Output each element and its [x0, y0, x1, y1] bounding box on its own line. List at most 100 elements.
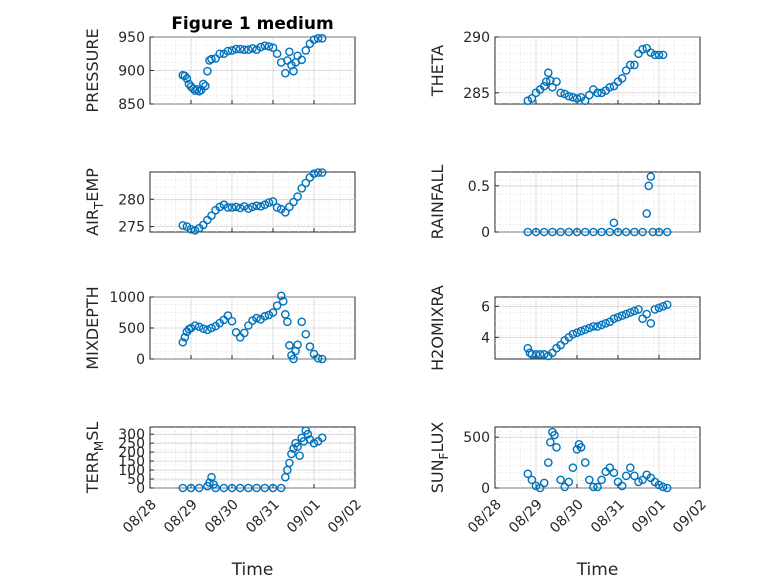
data-point: [227, 316, 237, 326]
data-point: [215, 202, 224, 212]
y-tick-label: 250: [118, 436, 145, 452]
data-point: [626, 60, 635, 70]
data-point: [235, 483, 245, 493]
data-point: [630, 306, 639, 316]
x-tick-label: 08/31: [243, 497, 283, 537]
data-point: [297, 184, 307, 193]
data-point: [239, 45, 249, 55]
data-point: [597, 227, 606, 237]
data-point: [621, 66, 631, 75]
data-point: [272, 301, 282, 310]
data-point: [203, 325, 212, 335]
data-point: [654, 480, 664, 490]
data-point: [235, 44, 245, 54]
x-tick-label: 09/01: [629, 497, 669, 537]
data-point: [539, 478, 549, 488]
y-tick-label: 950: [118, 30, 145, 46]
subplot-1: 850 900 950 PRESSURE Figure 1 medium: [83, 14, 356, 113]
x-tick-label: 09/02: [325, 497, 365, 537]
data-point: [617, 74, 627, 83]
data-point: [207, 54, 216, 64]
subplot-5: 0 500 1000 MIXDEPTH: [83, 286, 356, 370]
data-point: [634, 477, 643, 487]
chart-title: Figure 1 medium: [171, 14, 333, 34]
data-point: [244, 204, 253, 213]
data-point: [662, 227, 672, 237]
data-point: [648, 227, 658, 237]
data-point: [207, 211, 216, 220]
data-point: [190, 321, 200, 330]
y-tick-label: 200: [118, 445, 145, 461]
data-point: [658, 50, 668, 60]
data-point: [244, 321, 253, 330]
data-point: [662, 300, 672, 310]
data-point: [589, 482, 598, 492]
data-point: [527, 475, 537, 485]
data-point: [223, 311, 233, 320]
data-point: [239, 202, 249, 211]
data-point: [260, 483, 270, 493]
data-point: [276, 483, 286, 493]
y-tick-label: 280: [118, 192, 145, 208]
data-point: [260, 200, 270, 210]
x-tick-label: 08/30: [202, 497, 242, 537]
data-point: [293, 442, 302, 452]
data-point: [276, 291, 286, 301]
x-tick-label: 08/30: [547, 497, 587, 537]
y-axis-label: H2OMIXRA: [428, 285, 447, 371]
data-point: [244, 483, 253, 493]
y-tick-label: 850: [118, 97, 145, 113]
data-point: [539, 350, 549, 359]
data-point: [552, 77, 561, 86]
data-point: [548, 227, 557, 237]
data-point: [285, 341, 294, 350]
data-point: [630, 227, 639, 237]
data-point: [605, 227, 615, 237]
data-point: [244, 45, 253, 55]
data-point: [585, 90, 594, 100]
data-point: [630, 471, 639, 481]
x-tick-label: 09/02: [670, 497, 710, 537]
data-point: [650, 50, 660, 60]
data-point: [268, 43, 278, 53]
data-point: [617, 311, 627, 320]
data-point: [531, 350, 541, 359]
data-point: [231, 328, 241, 337]
data-point: [252, 201, 261, 211]
data-point: [572, 94, 582, 103]
data-point: [201, 81, 210, 91]
data-point: [527, 350, 537, 359]
data-point: [642, 309, 652, 319]
data-point: [626, 308, 635, 317]
data-point: [198, 79, 208, 89]
data-point: [550, 430, 559, 440]
data-point: [186, 224, 196, 234]
data-point: [287, 449, 296, 459]
data-point: [621, 309, 631, 319]
data-point: [289, 66, 298, 76]
data-point: [597, 475, 606, 485]
data-point: [613, 227, 623, 237]
data-point: [654, 227, 664, 237]
data-point: [219, 483, 229, 493]
data-point: [523, 96, 533, 105]
data-point: [178, 337, 188, 347]
data-point: [662, 483, 672, 493]
data-point: [585, 323, 594, 333]
data-point: [309, 35, 319, 44]
x-axis-label: Time: [231, 560, 274, 580]
data-point: [597, 88, 606, 98]
data-point: [605, 463, 615, 472]
data-point: [268, 483, 278, 493]
data-point: [523, 227, 533, 237]
data-point: [646, 172, 656, 181]
data-point: [552, 443, 561, 452]
data-point: [248, 44, 257, 53]
data-point: [264, 42, 274, 51]
data-point: [580, 227, 590, 237]
data-point: [580, 96, 590, 105]
data-point: [268, 197, 278, 206]
data-point: [642, 209, 652, 218]
